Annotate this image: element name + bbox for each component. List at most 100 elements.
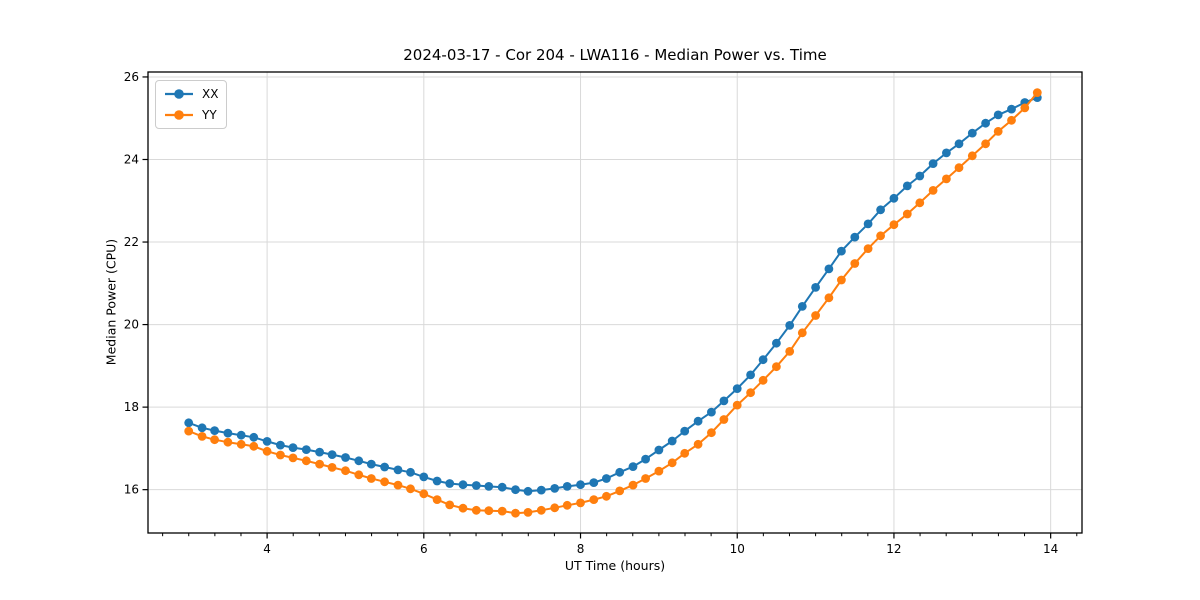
y-axis-ticks: 16 18 20 22 24 26 <box>124 70 148 497</box>
data-point <box>811 311 820 320</box>
data-point <box>197 432 207 441</box>
data-point <box>406 484 415 494</box>
plot-border <box>147 71 1083 534</box>
data-point <box>785 347 795 356</box>
data-point <box>236 430 246 440</box>
data-point <box>471 505 481 515</box>
data-point <box>667 458 677 468</box>
data-point <box>732 384 742 393</box>
legend-item-yy: YY <box>163 106 218 124</box>
data-point <box>1032 88 1042 97</box>
y-tick-label: 16 <box>124 483 139 497</box>
data-point <box>301 445 311 454</box>
x-tick-label: 6 <box>420 542 428 556</box>
data-point <box>746 370 755 380</box>
data-point <box>523 508 533 517</box>
data-point <box>249 432 259 442</box>
data-point <box>536 505 546 515</box>
data-point <box>915 198 925 208</box>
data-point <box>341 453 350 462</box>
grid <box>148 72 1082 533</box>
legend-item-xx: XX <box>163 85 218 103</box>
data-point <box>327 450 337 459</box>
data-point <box>458 480 468 490</box>
data-point <box>432 476 442 486</box>
data-point <box>746 388 755 398</box>
legend-label-xx: XX <box>202 87 219 101</box>
data-point <box>758 375 768 385</box>
legend: XX YY <box>155 80 228 129</box>
data-point <box>576 498 585 508</box>
data-point <box>732 400 742 410</box>
series-xx-line <box>188 96 1038 493</box>
data-point <box>484 506 494 516</box>
data-point <box>276 440 285 450</box>
data-point <box>315 447 324 457</box>
data-point <box>693 439 703 449</box>
data-point <box>550 484 560 493</box>
data-point <box>889 193 899 203</box>
data-point <box>993 126 1003 136</box>
data-point <box>197 423 207 433</box>
series-xx-points <box>184 93 1042 496</box>
data-point <box>288 443 298 452</box>
data-point <box>419 472 429 482</box>
x-tick-label: 12 <box>886 542 901 556</box>
data-point <box>863 219 873 229</box>
data-point <box>523 486 533 496</box>
data-point <box>471 481 481 490</box>
data-point <box>262 446 272 456</box>
x-axis-ticks: 4 6 8 10 12 14 <box>263 533 1058 556</box>
data-point <box>602 474 611 483</box>
data-point <box>680 426 690 436</box>
data-point <box>693 416 703 426</box>
data-point <box>850 232 860 242</box>
data-point <box>797 302 807 311</box>
data-point <box>366 459 376 469</box>
data-point <box>797 328 807 338</box>
data-point <box>1020 103 1030 113</box>
data-point <box>288 453 298 463</box>
data-point <box>758 355 768 365</box>
data-point <box>380 477 389 487</box>
data-point <box>981 139 990 149</box>
data-point <box>315 459 324 469</box>
data-point <box>928 159 938 169</box>
x-tick-label: 8 <box>577 542 585 556</box>
data-point <box>236 439 246 449</box>
x-tick-label: 4 <box>263 542 271 556</box>
yy-series-marker-icon <box>165 110 193 120</box>
data-point <box>641 454 650 464</box>
data-point <box>511 508 520 518</box>
data-point <box>1007 104 1016 114</box>
data-point <box>667 436 677 446</box>
y-tick-label: 22 <box>124 235 139 249</box>
data-point <box>850 259 860 268</box>
data-point <box>445 500 455 510</box>
x-tick-label: 10 <box>730 542 745 556</box>
legend-label-yy: YY <box>202 108 217 122</box>
data-point <box>719 396 729 406</box>
data-point <box>511 485 520 495</box>
data-point <box>876 231 885 241</box>
data-point <box>562 482 572 491</box>
data-point <box>772 338 781 348</box>
data-point <box>432 495 442 504</box>
x-axis-minor-ticks <box>162 533 1078 537</box>
x-axis-label: UT Time (hours) <box>564 558 666 573</box>
data-point <box>772 362 781 372</box>
data-point <box>615 467 625 477</box>
data-point <box>680 448 690 458</box>
y-tick-label: 20 <box>124 318 139 332</box>
data-point <box>915 171 925 181</box>
series-yy <box>184 88 1042 518</box>
data-point <box>707 428 716 438</box>
data-point <box>602 491 611 501</box>
data-point <box>406 467 415 477</box>
data-point <box>210 426 220 435</box>
data-point <box>719 415 729 424</box>
data-point <box>184 418 194 428</box>
y-tick-label: 18 <box>124 400 139 414</box>
